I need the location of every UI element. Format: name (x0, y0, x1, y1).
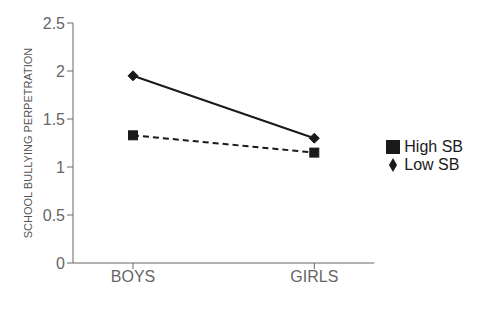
svg-text:2.5: 2.5 (43, 15, 65, 32)
svg-text:SCHOOL BULLYING PERPETRATION: SCHOOL BULLYING PERPETRATION (22, 48, 34, 239)
html-text:High SB: High SB (404, 137, 463, 155)
svg-text:GIRLS: GIRLS (290, 268, 338, 285)
svg-text:1: 1 (56, 159, 65, 176)
svg-text:0.5: 0.5 (43, 207, 65, 224)
html-text:Low SB: Low SB (404, 155, 460, 173)
svg-text:0: 0 (56, 255, 65, 272)
svg-text:1.5: 1.5 (43, 111, 65, 128)
svg-text:BOYS: BOYS (111, 268, 155, 285)
svg-text:2: 2 (56, 63, 65, 80)
